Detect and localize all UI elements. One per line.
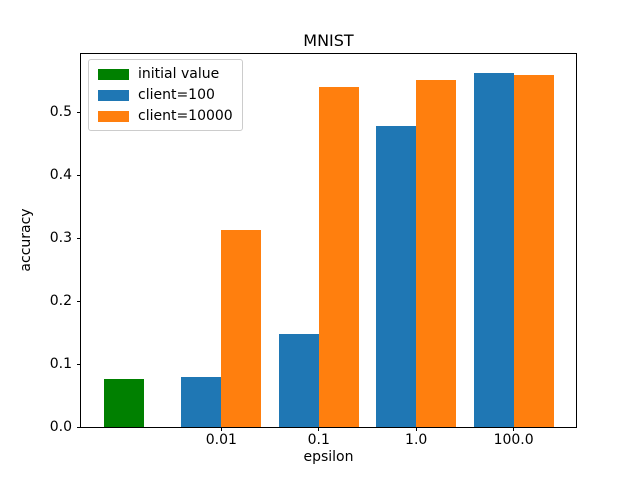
x-tick-mark (220, 427, 222, 431)
x-tick-mark (513, 427, 515, 431)
x-tick-label: 100.0 (493, 432, 534, 448)
x-tick-label: 0.01 (205, 432, 237, 448)
bar-client-10000-group3 (416, 80, 457, 427)
y-tick-label: 0.2 (49, 293, 72, 310)
chart-title: MNIST (303, 31, 354, 50)
x-axis-label: epsilon (303, 449, 354, 465)
bar-client-100-group3 (376, 125, 417, 427)
bar-client-100-group2 (278, 333, 319, 427)
legend-item: client=100 (98, 86, 233, 104)
y-tick-mark (77, 237, 81, 239)
y-tick-mark (77, 363, 81, 365)
legend-swatch (98, 110, 129, 122)
x-tick-label: 0.1 (307, 432, 330, 448)
legend-label: initial value (138, 66, 220, 82)
y-tick-label: 0.1 (49, 356, 72, 373)
y-tick-label: 0.4 (49, 167, 72, 184)
y-tick-label: 0.0 (49, 419, 72, 435)
bar-client-100-group4 (473, 72, 514, 427)
legend-item: client=10000 (98, 107, 233, 125)
legend-label: client=10000 (138, 108, 233, 124)
y-tick-label: 0.3 (49, 230, 72, 247)
x-tick-label: 1.0 (405, 432, 428, 448)
bar-client-100-group1 (181, 376, 222, 427)
y-tick-mark (77, 300, 81, 302)
y-tick-mark (77, 174, 81, 176)
legend-item: initial value (98, 65, 233, 83)
bar-client-10000-group1 (221, 230, 262, 427)
x-tick-mark (415, 427, 417, 431)
x-tick-mark (318, 427, 320, 431)
y-tick-mark (77, 426, 81, 428)
legend-label: client=100 (138, 87, 215, 103)
legend-swatch (98, 89, 129, 101)
y-tick-label: 0.5 (49, 104, 72, 121)
legend: initial value client=100 client=10000 (88, 59, 243, 131)
plot-area: initial value client=100 client=10000 0.01… (50, 53, 577, 448)
y-tick-mark (77, 111, 81, 113)
y-axis-label: accuracy (18, 208, 34, 272)
bar-client-10000-group2 (318, 87, 359, 427)
bar-initial-value-group0 (103, 379, 144, 427)
legend-swatch (98, 68, 129, 80)
bar-client-10000-group4 (513, 75, 554, 427)
